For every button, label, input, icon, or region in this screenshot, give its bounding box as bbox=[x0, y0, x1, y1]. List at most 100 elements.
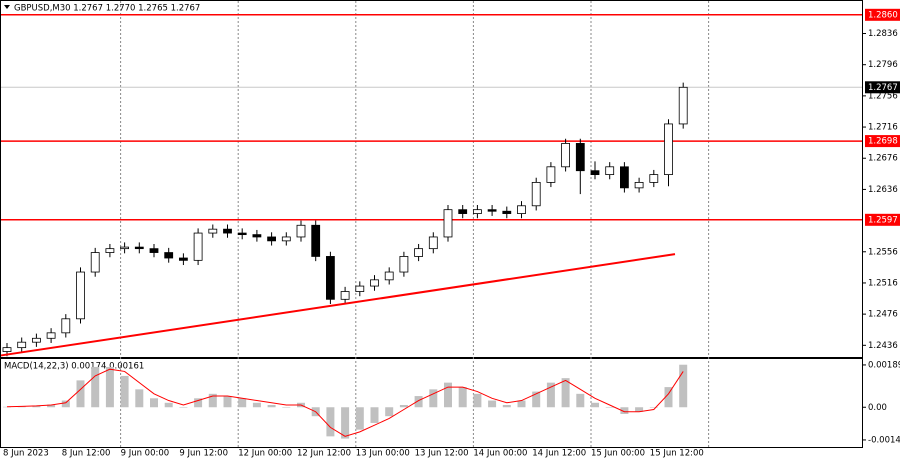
candle-body bbox=[340, 291, 350, 300]
candle-body bbox=[134, 246, 144, 250]
current-price-label: 1.2767 bbox=[868, 83, 898, 93]
y-tick-label: 1.2556 bbox=[868, 247, 898, 257]
candle-body bbox=[517, 205, 526, 214]
candle-body bbox=[546, 166, 556, 183]
y-tick-label: 1.2836 bbox=[868, 29, 898, 39]
y-tick-label: 0.00 bbox=[868, 403, 887, 413]
macd-bar bbox=[150, 398, 158, 408]
macd-bar bbox=[473, 393, 482, 408]
macd-bar bbox=[370, 407, 379, 423]
trend-line bbox=[0, 253, 676, 357]
macd-bar bbox=[341, 407, 350, 439]
y-tick-label: 1.2516 bbox=[868, 278, 898, 288]
candle-body bbox=[590, 170, 600, 176]
macd-bar bbox=[517, 400, 526, 408]
macd-bar bbox=[679, 364, 688, 408]
macd-bar bbox=[414, 396, 423, 408]
macd-bar bbox=[223, 396, 232, 408]
macd-title: MACD(14,22,3) 0.00174 0.00161 bbox=[4, 362, 144, 372]
main-panel bbox=[0, 0, 863, 358]
y-tick-label: 0.00189 bbox=[868, 360, 900, 370]
candle-body bbox=[296, 224, 306, 238]
macd-bar bbox=[208, 393, 217, 408]
current-price-box bbox=[865, 81, 900, 94]
candle-body bbox=[399, 256, 409, 273]
candle-body bbox=[620, 166, 629, 189]
macd-bar bbox=[576, 393, 585, 408]
macd-bar bbox=[326, 407, 335, 437]
candle-body bbox=[164, 252, 174, 259]
candle-body bbox=[428, 236, 438, 250]
x-tick-label: 9 Jun 12:00 bbox=[179, 449, 228, 459]
level-label: 1.2698 bbox=[868, 137, 898, 147]
candle-body bbox=[325, 256, 335, 300]
macd-bar bbox=[91, 366, 100, 408]
menu-arrow[interactable] bbox=[4, 5, 10, 9]
macd-bar bbox=[488, 400, 497, 408]
macd-bar bbox=[179, 407, 188, 408]
y-tick-label: 1.2756 bbox=[868, 91, 898, 101]
candle-body bbox=[149, 248, 159, 253]
macd-bar bbox=[194, 398, 203, 408]
macd-bar bbox=[561, 378, 570, 408]
macd-panel bbox=[0, 358, 863, 448]
candle-body bbox=[487, 209, 497, 212]
candle-body bbox=[32, 337, 41, 343]
macd-bar bbox=[429, 389, 438, 408]
macd-bar bbox=[385, 407, 394, 417]
candle-body bbox=[311, 224, 321, 257]
y-tick-label: 1.2436 bbox=[868, 341, 898, 351]
y-tick-label: 1.2716 bbox=[868, 123, 898, 133]
candle-body bbox=[384, 271, 394, 281]
x-tick-label: 14 Jun 12:00 bbox=[532, 449, 586, 459]
level-box bbox=[865, 213, 900, 226]
x-tick-label: 12 Jun 12:00 bbox=[297, 449, 351, 459]
candle-body bbox=[105, 248, 115, 253]
macd-bar bbox=[105, 366, 114, 408]
macd-bar bbox=[164, 402, 173, 408]
y-tick-label: 1.2476 bbox=[868, 310, 898, 320]
candle-body bbox=[443, 209, 453, 238]
y-tick-label: 1.2676 bbox=[868, 154, 898, 164]
macd-bar bbox=[135, 389, 144, 408]
macd-bar bbox=[252, 402, 261, 408]
level-label: 1.2860 bbox=[868, 10, 898, 20]
candle-body bbox=[76, 271, 85, 320]
macd-bar bbox=[532, 391, 541, 408]
x-tick-label: 13 Jun 00:00 bbox=[356, 449, 410, 459]
level-box bbox=[865, 8, 900, 21]
candle-body bbox=[472, 209, 482, 214]
candle-body bbox=[355, 285, 365, 292]
level-label: 1.2597 bbox=[868, 215, 898, 225]
candle-body bbox=[208, 228, 218, 234]
y-tick-label: -0.00146 bbox=[868, 435, 900, 445]
macd-bar bbox=[61, 400, 70, 408]
candle-body bbox=[193, 232, 203, 261]
candle-body bbox=[575, 143, 585, 172]
candle-body bbox=[370, 279, 379, 287]
candle-body bbox=[237, 232, 247, 236]
candle-body bbox=[90, 252, 100, 273]
macd-bar bbox=[282, 407, 291, 408]
macd-bar bbox=[444, 382, 452, 408]
candle-body bbox=[649, 174, 659, 183]
macd-bar bbox=[664, 387, 673, 408]
macd-bar bbox=[120, 375, 129, 408]
candle-body bbox=[61, 318, 71, 334]
macd-bar bbox=[238, 398, 247, 408]
candle-body bbox=[531, 181, 541, 207]
candle-body bbox=[2, 347, 12, 352]
macd-bar bbox=[502, 405, 511, 408]
candle-body bbox=[46, 332, 56, 339]
y-tick-label: 1.2796 bbox=[868, 60, 898, 70]
candle-body bbox=[502, 210, 512, 214]
macd-bar bbox=[591, 402, 599, 408]
candle-body bbox=[178, 257, 188, 261]
macd-bar bbox=[267, 405, 276, 408]
x-tick-label: 13 Jun 12:00 bbox=[415, 449, 469, 459]
x-tick-label: 12 Jun 00:00 bbox=[238, 449, 292, 459]
macd-bar bbox=[546, 382, 555, 408]
x-tick-label: 15 Jun 12:00 bbox=[650, 449, 704, 459]
x-tick-label: 8 Jun 12:00 bbox=[62, 449, 111, 459]
macd-bar bbox=[605, 407, 614, 408]
